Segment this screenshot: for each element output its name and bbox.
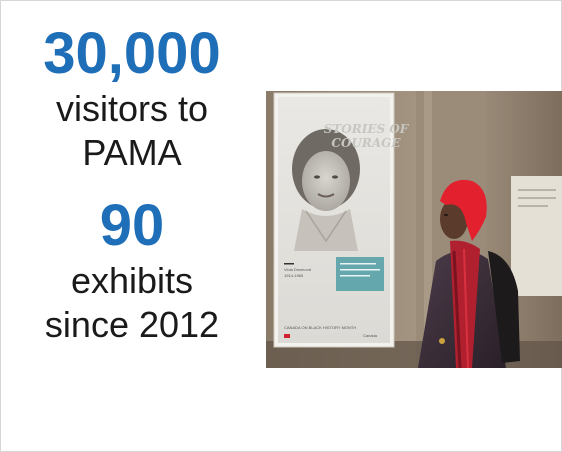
poster-title-line-1: STORIES OF — [324, 122, 410, 136]
poster-name: Viola Desmond — [284, 267, 311, 272]
poster-wordmark: Canada — [363, 333, 378, 338]
visitors-label-line-2: PAMA — [82, 132, 182, 173]
info-panel — [511, 176, 562, 296]
poster-teal-box — [336, 257, 384, 291]
poster: STORIES OF COURAGE Viola Desmond 1914-19… — [273, 92, 410, 348]
visitor-red-hat — [440, 179, 487, 241]
exhibits-label-line-1: exhibits — [70, 260, 194, 301]
visitor-backpack — [488, 251, 520, 363]
poster-title-line-2: COURAGE — [331, 136, 401, 150]
exhibit-photo: STORIES OF COURAGE Viola Desmond 1914-19… — [266, 91, 562, 368]
exhibits-label-line-2: since 2012 — [44, 304, 220, 345]
visitors-count: 30,000 — [43, 21, 221, 86]
exhibits-count: 90 — [99, 193, 165, 258]
stats-column: 30,000 visitors to PAMA 90 exhibits sinc… — [1, 21, 263, 347]
poster-caption: CANADA ON BLACK HISTORY MONTH — [284, 325, 356, 330]
visitors-label-line-1: visitors to — [55, 88, 209, 129]
portrait-face — [302, 151, 350, 211]
exhibit-photo-illustration: STORIES OF COURAGE Viola Desmond 1914-19… — [266, 91, 562, 368]
visitor — [418, 179, 520, 368]
poster-years: 1914-1965 — [284, 273, 304, 278]
